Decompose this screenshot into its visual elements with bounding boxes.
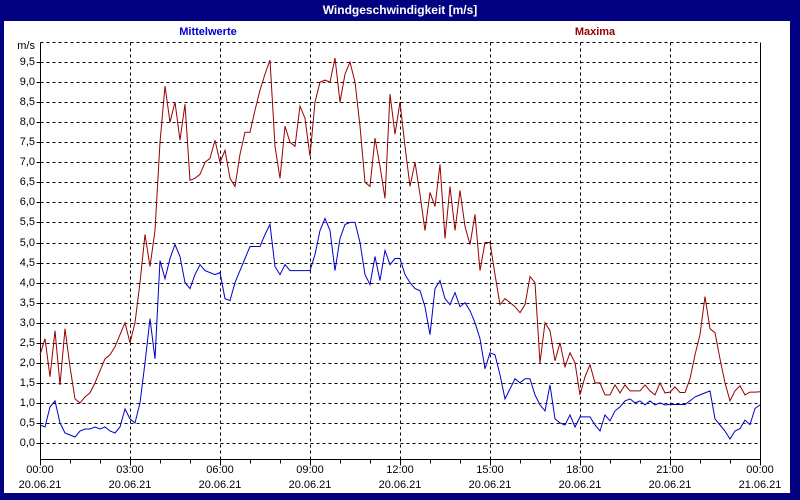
x-tick-time-label: 06:00 bbox=[206, 464, 234, 476]
title-bar: Windgeschwindigkeit [m/s] bbox=[0, 0, 800, 21]
y-tick-label: 9,0 bbox=[19, 76, 35, 88]
x-tick-date-label: 20.06.21 bbox=[648, 479, 692, 491]
y-tick-label: 4,0 bbox=[19, 277, 35, 289]
x-tick-date-label: 20.06.21 bbox=[468, 479, 512, 491]
x-tick-date-label: 20.06.21 bbox=[378, 479, 422, 491]
y-tick-label: 0,5 bbox=[19, 417, 35, 429]
series-line-maxima bbox=[39, 57, 761, 404]
y-tick-label: 1,0 bbox=[19, 397, 35, 409]
legend-mittelwerte: Mittelwerte bbox=[179, 26, 237, 38]
chart-title: Windgeschwindigkeit [m/s] bbox=[322, 3, 478, 17]
y-tick-label: 6,0 bbox=[19, 196, 35, 208]
x-tick-date-label: 20.06.21 bbox=[558, 479, 602, 491]
y-tick-label: 8,0 bbox=[19, 116, 35, 128]
x-tick-time-label: 03:00 bbox=[116, 464, 144, 476]
y-axis-unit-label: m/s bbox=[17, 40, 35, 52]
x-tick-time-label: 15:00 bbox=[476, 464, 504, 476]
y-tick-label: 4,5 bbox=[19, 257, 35, 269]
y-tick-label: 2,5 bbox=[19, 337, 35, 349]
y-tick-label: 8,5 bbox=[19, 96, 35, 108]
x-tick-date-label: 20.06.21 bbox=[198, 479, 242, 491]
x-tick-date-label: 20.06.21 bbox=[288, 479, 332, 491]
series-line-mittelwerte bbox=[39, 217, 761, 440]
x-tick-time-label: 12:00 bbox=[386, 464, 414, 476]
y-tick-label: 3,0 bbox=[19, 317, 35, 329]
y-tick-label: 5,0 bbox=[19, 237, 35, 249]
y-tick-label: 5,5 bbox=[19, 216, 35, 228]
y-tick-label: 1,5 bbox=[19, 377, 35, 389]
x-tick-date-label: 21.06.21 bbox=[738, 479, 782, 491]
x-tick-time-label: 00:00 bbox=[26, 464, 54, 476]
y-tick-label: 3,5 bbox=[19, 297, 35, 309]
x-tick-date-label: 20.06.21 bbox=[18, 479, 62, 491]
x-tick-time-label: 09:00 bbox=[296, 464, 324, 476]
y-tick-label: 7,5 bbox=[19, 136, 35, 148]
y-tick-label: 9,5 bbox=[19, 56, 35, 68]
chart-background bbox=[4, 21, 790, 493]
y-tick-label: 0,0 bbox=[19, 437, 35, 449]
x-tick-time-label: 00:00 bbox=[746, 464, 774, 476]
x-tick-date-label: 20.06.21 bbox=[108, 479, 152, 491]
x-tick-time-label: 21:00 bbox=[656, 464, 684, 476]
legend-maxima: Maxima bbox=[574, 26, 616, 38]
y-tick-label: 2,0 bbox=[19, 357, 35, 369]
x-tick-time-label: 18:00 bbox=[566, 464, 594, 476]
y-tick-label: 6,5 bbox=[19, 176, 35, 188]
y-tick-label: 7,0 bbox=[19, 156, 35, 168]
